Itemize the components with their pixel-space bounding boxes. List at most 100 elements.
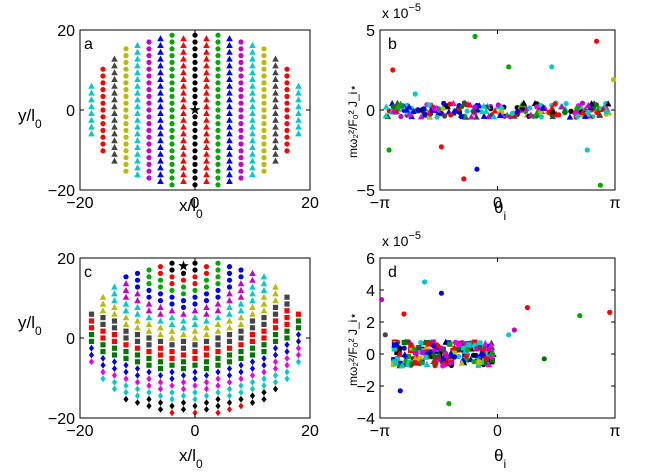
- panel-a-point-292: [249, 48, 256, 55]
- panel-a-point-69: [134, 82, 141, 89]
- panel-a-point-95: [146, 46, 152, 52]
- panel-b-point-41: [448, 112, 454, 118]
- panel-a-point-325: [272, 75, 279, 82]
- panel-a-point-199: [203, 89, 210, 96]
- panel-c-point-322: [272, 325, 279, 331]
- panel-a-point-189: [203, 157, 210, 164]
- panel-a-point-271: [238, 53, 244, 59]
- panel-a-point-114: [157, 62, 164, 69]
- panel-a-point-280: [249, 130, 256, 137]
- panel-c-point-318: [272, 351, 279, 359]
- panel-c-point-267: [237, 307, 245, 314]
- panel-c-point-142: [180, 406, 187, 413]
- panel-a-point-47: [123, 100, 129, 106]
- panel-c-point-155: [180, 317, 187, 324]
- panel-c-point-179: [192, 301, 198, 307]
- panel-d-point-78: [394, 349, 400, 355]
- panel-a-point-231: [226, 177, 233, 184]
- panel-a-point-0: [88, 130, 95, 137]
- panel-c-point-140: [169, 267, 175, 273]
- panel-c-point-166: [192, 389, 198, 396]
- panel-a-point-73: [134, 55, 141, 62]
- panel-c-point-19: [99, 300, 107, 307]
- panel-c-point-63: [134, 352, 141, 358]
- panel-c-point-30: [111, 325, 118, 331]
- panel-c-point-64: [134, 345, 141, 351]
- panel-c-point-292: [249, 276, 256, 283]
- panel-d-point-194: [423, 360, 431, 367]
- panel-a-point-150: [180, 123, 187, 130]
- panel-a-point-128: [169, 121, 175, 127]
- panel-a-point-263: [238, 107, 244, 113]
- panel-a-point-27: [111, 116, 118, 123]
- panel-c-point-38: [123, 389, 129, 396]
- xtick-label: 20: [301, 195, 319, 212]
- panel-c-point-188: [203, 392, 210, 400]
- panel-a-point-177: [192, 87, 198, 93]
- panel-a-point-239: [226, 123, 233, 130]
- panel-a-point-153: [180, 103, 187, 110]
- panel-c-point-6: [88, 318, 95, 324]
- panel-a-point-235: [226, 150, 233, 157]
- panel-c-point-145: [180, 385, 187, 393]
- panel-a-point-56: [134, 171, 141, 178]
- panel-a-point-236: [226, 143, 233, 150]
- panel-a-point-101: [157, 150, 164, 157]
- panel-a-point-148: [180, 137, 187, 144]
- xtick-label: −π: [370, 423, 390, 440]
- panel-a-point-145: [180, 157, 187, 164]
- panel-c-point-52: [122, 293, 130, 300]
- panel-d-outlier-244: [446, 401, 452, 407]
- panel-a-point-183: [192, 46, 198, 52]
- panel-a-point-273: [238, 39, 244, 45]
- panel-c-point-4: [88, 332, 95, 338]
- panel-c-point-233: [226, 392, 233, 400]
- panel-c-point-31: [111, 318, 118, 324]
- panel-a-point-162: [180, 41, 187, 48]
- panel-a-point-229: [215, 39, 221, 45]
- panel-c-point-317: [272, 358, 279, 366]
- panel-c-point-129: [169, 342, 175, 348]
- ytick-label: −2: [357, 379, 375, 396]
- panel-c-point-18: [99, 307, 107, 314]
- panel-b-point-217: [422, 111, 428, 117]
- panel-a-point-316: [272, 137, 279, 144]
- panel-a-point-186: [203, 177, 210, 184]
- panel-c-point-316: [272, 365, 279, 372]
- panel-d-outlier-250: [541, 356, 547, 362]
- panel-a-point-9: [100, 141, 106, 147]
- panel-a-point-86: [146, 107, 152, 113]
- panel-c-point-60: [134, 372, 141, 379]
- panel-b-ylabel: mω₂²/F₀² J_i⋆: [346, 84, 360, 158]
- panel-a-point-244: [226, 89, 233, 96]
- panel-a-point-37: [123, 168, 129, 174]
- panel-b-point-207: [480, 112, 488, 119]
- panel-c-point-124: [169, 375, 175, 383]
- panel-a-point-88: [146, 93, 152, 99]
- panel-a-point-224: [215, 73, 221, 79]
- panel-a-point-218: [215, 114, 221, 120]
- panel-a-point-122: [169, 161, 175, 167]
- panel-a-point-272: [238, 46, 244, 52]
- panel-c-xlabel: x/l0: [179, 446, 203, 471]
- ytick-label: 0: [66, 331, 75, 348]
- panel-a-point-212: [215, 155, 221, 161]
- panel-a-point-320: [272, 109, 279, 116]
- panel-a-point-53: [123, 59, 129, 65]
- panel-b-point-176: [566, 113, 574, 120]
- panel-c-point-220: [214, 327, 222, 334]
- panel-a-point-63: [134, 123, 141, 130]
- panel-b-point-203: [425, 109, 433, 116]
- panel-c-point-43: [123, 355, 129, 361]
- panel-d-point-187: [394, 355, 401, 361]
- panel-c-point-307: [260, 307, 268, 314]
- panel-d-point-62: [475, 362, 482, 368]
- panel-a-point-196: [203, 109, 210, 116]
- panel-c-point-144: [180, 392, 187, 400]
- panel-c-point-103: [157, 366, 164, 372]
- panel-a-point-84: [146, 121, 152, 127]
- panel-a-point-317: [272, 130, 279, 137]
- panel-c-point-214: [215, 368, 221, 376]
- panel-c-point-243: [226, 324, 233, 331]
- panel-b-point-229: [470, 109, 476, 115]
